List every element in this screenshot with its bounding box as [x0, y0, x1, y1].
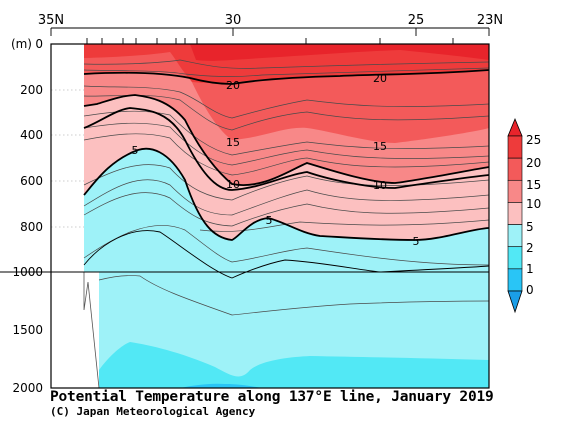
contour-label: 5	[266, 214, 273, 227]
y-tick-label: 0	[35, 37, 43, 51]
contour-label: 10	[226, 178, 240, 191]
colorbar-cell	[507, 246, 523, 270]
isotherm-15	[83, 94, 489, 186]
colorbar-label: 1	[526, 262, 534, 276]
y-axis-title: (m)	[11, 37, 32, 51]
y-gridlines	[51, 89, 84, 228]
no-data-lower	[51, 272, 99, 388]
x-tick-label: 25	[408, 13, 425, 28]
colorbar-label: 2	[526, 241, 534, 255]
x-tick-label: 23N	[477, 13, 503, 28]
colorbar-cell	[507, 157, 523, 181]
x-axis-ticks	[50, 27, 490, 44]
colorbar-cell	[507, 202, 523, 225]
chart-credit: (C) Japan Meteorological Agency	[50, 405, 256, 418]
contour-label: 5	[132, 144, 139, 157]
y-tick-label: 1500	[12, 323, 43, 337]
colorbar-bottom-arrow	[507, 290, 523, 314]
y-tick-label: 600	[20, 174, 43, 188]
contour-label: 20	[373, 72, 387, 85]
colorbar	[507, 117, 523, 314]
band-20-25	[84, 44, 489, 83]
contour-label: 15	[373, 140, 387, 153]
contour-label: 5	[413, 235, 420, 248]
colorbar-top-arrow	[507, 117, 523, 137]
colorbar-cell	[507, 135, 523, 159]
isotherm-10	[83, 107, 489, 191]
lower-band-0-1	[180, 383, 262, 388]
contour-labels: 20 20 15 15 10 10 5 5 5	[132, 72, 420, 248]
colorbar-label: 25	[526, 133, 541, 147]
plot-border	[50, 43, 490, 389]
colorbar-label: 5	[526, 220, 534, 234]
isotherm-lower-thin	[98, 275, 489, 316]
thin-isotherms	[83, 59, 489, 266]
y-axis-labels: (m) 0 200 400 600 800 1000 1500 2000	[11, 37, 43, 395]
y-tick-label: 200	[20, 83, 43, 97]
isotherm-20	[83, 69, 489, 85]
isotherm-2	[83, 230, 489, 279]
bottom-profile-line	[83, 272, 100, 388]
x-axis-labels: 35N 30 25 23N	[38, 13, 503, 28]
chart-title: Potential Temperature along 137°E line, …	[50, 389, 494, 405]
contour-label: 20	[226, 79, 240, 92]
x-tick-label: 35N	[38, 13, 64, 28]
colorbar-label: 0	[526, 283, 534, 297]
contour-label: 10	[373, 179, 387, 192]
colorbar-label: 10	[526, 197, 541, 211]
y-tick-label: 800	[20, 220, 43, 234]
x-tick-label: 30	[225, 13, 242, 28]
colorbar-cell	[507, 224, 523, 248]
y-tick-label: 400	[20, 128, 43, 142]
colorbar-labels: 25 20 15 10 5 2 1 0	[526, 133, 541, 297]
colorbar-label: 20	[526, 156, 541, 170]
band-above-25	[190, 44, 489, 61]
isotherm-5	[83, 147, 489, 241]
y-tick-label: 2000	[12, 381, 43, 395]
colorbar-label: 15	[526, 178, 541, 192]
y-tick-label: 1000	[12, 265, 43, 279]
colorbar-cell	[507, 179, 523, 203]
no-data-upper	[51, 44, 84, 272]
contour-label: 15	[226, 136, 240, 149]
lower-band-1-2	[99, 342, 489, 388]
colorbar-cell	[507, 268, 523, 292]
